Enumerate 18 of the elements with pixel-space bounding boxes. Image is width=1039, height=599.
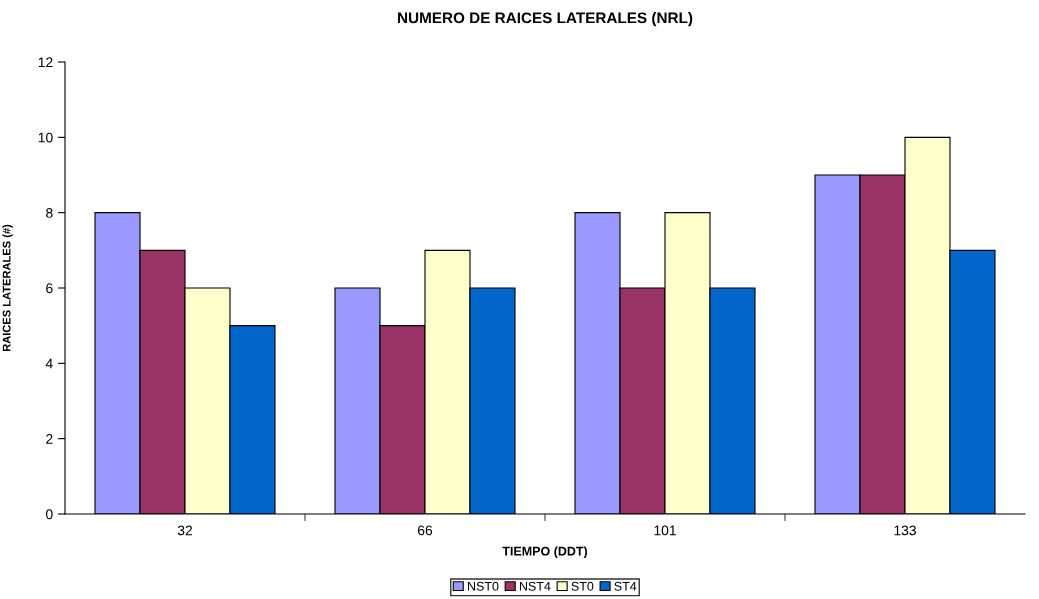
y-tick-label: 4 (45, 358, 53, 369)
x-tick-label: 101 (654, 525, 676, 536)
x-axis-title: TIEMPO (DDT) (502, 546, 588, 559)
y-tick-label: 6 (46, 283, 53, 294)
y-tick-label: 12 (38, 57, 53, 68)
chart-title: NUMERO DE RAICES LATERALES (NRL) (398, 12, 693, 27)
legend-label: NST0 (468, 581, 499, 591)
x-tick-label: 66 (417, 525, 433, 536)
y-axis-title: RAICES LATERALES (#) (2, 224, 13, 352)
y-tick-label: 8 (46, 208, 53, 218)
y-tick-label: 2 (46, 434, 53, 444)
y-tick-label: 0 (46, 509, 53, 520)
x-tick-label: 133 (894, 525, 916, 536)
legend-label: NST4 (519, 581, 551, 591)
y-tick-label: 10 (38, 132, 53, 143)
legend-label: ST4 (614, 581, 637, 591)
legend-label: ST0 (571, 581, 594, 591)
x-tick-label: 32 (177, 525, 193, 536)
